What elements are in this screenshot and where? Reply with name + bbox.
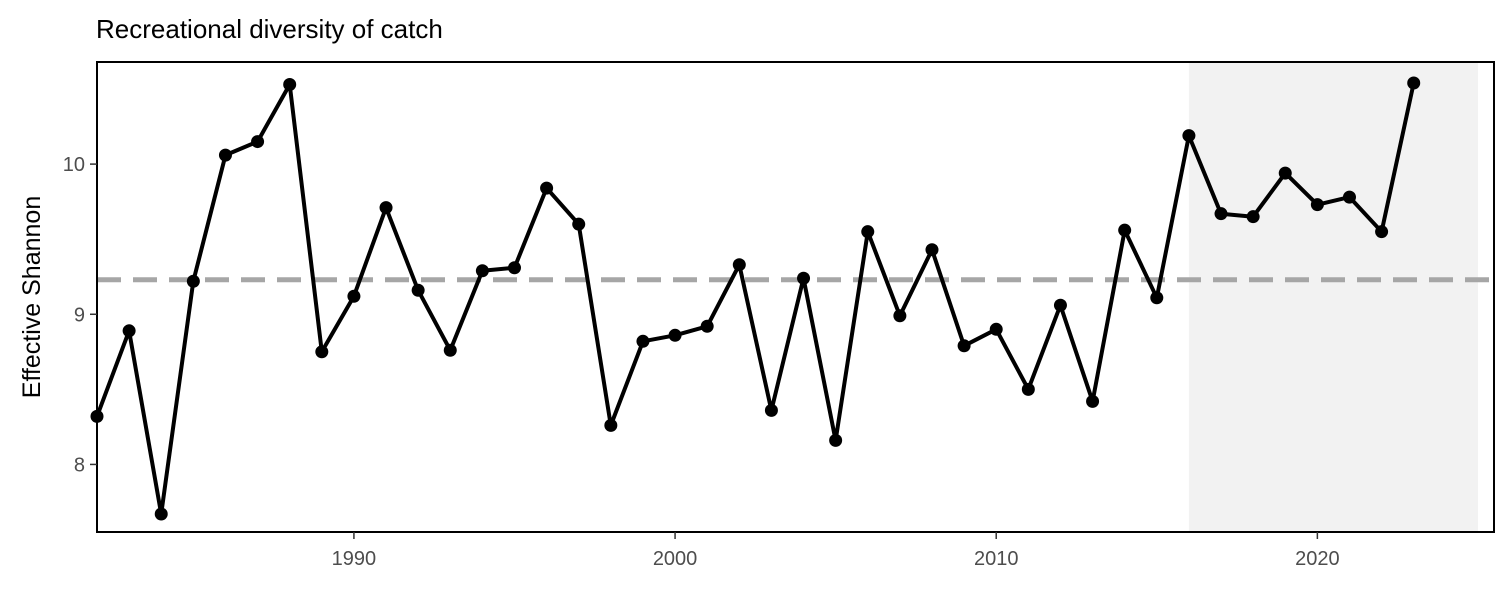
data-point [347, 289, 361, 303]
data-point [1118, 223, 1132, 237]
data-point [379, 201, 393, 215]
data-point [154, 507, 168, 521]
y-tick-label: 8 [74, 454, 85, 476]
data-point [861, 225, 875, 239]
data-point [1053, 298, 1067, 312]
plot-area: 1990 2000 2010 2020 8 9 10 [63, 61, 1495, 570]
data-point [1407, 76, 1421, 90]
data-point [1214, 207, 1228, 221]
data-point [251, 135, 265, 149]
data-point [443, 343, 457, 357]
data-point [636, 334, 650, 348]
series-line [95, 81, 1416, 516]
data-point [1342, 190, 1356, 204]
x-tick-label: 2000 [653, 548, 698, 570]
data-point [122, 324, 136, 338]
data-point [1278, 166, 1292, 180]
y-tick-label: 10 [63, 154, 85, 176]
data-point [186, 274, 200, 288]
y-axis-label: Effective Shannon [18, 196, 46, 398]
shaded-region [1188, 62, 1478, 532]
data-point [668, 328, 682, 342]
data-point [957, 339, 971, 353]
data-point [572, 217, 586, 231]
data-point [604, 418, 618, 432]
data-point [989, 322, 1003, 336]
y-tick-label: 9 [74, 304, 85, 326]
data-point [1246, 210, 1260, 224]
data-point [764, 403, 778, 417]
data-point [797, 271, 811, 285]
panel-border [96, 61, 1495, 533]
data-point [1182, 129, 1196, 143]
x-tick-label: 1990 [332, 548, 377, 570]
x-tick-label: 2010 [974, 548, 1019, 570]
data-point [218, 148, 232, 162]
data-point [315, 345, 329, 359]
data-point [893, 309, 907, 323]
data-point [1086, 394, 1100, 408]
data-point [829, 433, 843, 447]
data-point [1021, 382, 1035, 396]
data-point [732, 258, 746, 272]
x-tick-label: 2020 [1295, 548, 1340, 570]
data-point [475, 264, 489, 278]
chart-title: Recreational diversity of catch [96, 14, 443, 44]
data-point [1310, 198, 1324, 212]
data-point [283, 78, 297, 92]
data-point [411, 283, 425, 297]
data-point [1375, 225, 1389, 239]
data-point [540, 181, 554, 195]
data-point [1150, 291, 1164, 305]
data-point [507, 261, 521, 275]
data-point [700, 319, 714, 333]
data-point [925, 243, 939, 257]
